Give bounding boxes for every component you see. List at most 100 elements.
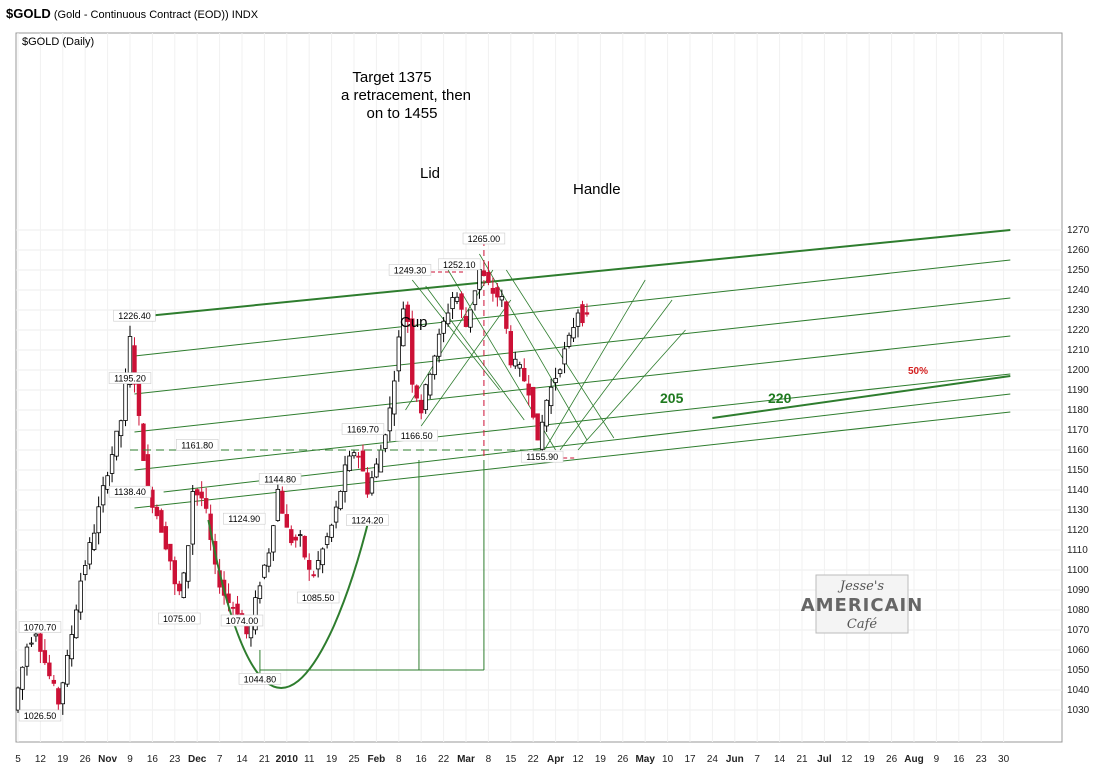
candle-body [315, 560, 321, 570]
key-points: 1026.50 1070.70 1195.20 1226.40 1138.40 1161.… [18, 232, 564, 722]
candle-body [544, 399, 549, 427]
handle-label: Handle [573, 181, 621, 198]
x-tick-label: 9 [127, 754, 133, 765]
candle-body [109, 454, 115, 474]
point-label: 1075.00 [163, 614, 196, 624]
fifty-percent: 50% [908, 366, 928, 377]
channel-line [420, 299, 512, 427]
point-label-box [18, 621, 62, 633]
trend-lines [134, 229, 1011, 509]
cup-label: Cup [400, 314, 428, 331]
candle-body [432, 355, 437, 376]
candle-body [186, 545, 191, 582]
point-label: 1124.20 [352, 516, 384, 526]
y-tick-label: 1100 [1067, 565, 1089, 576]
candle-body [535, 413, 540, 441]
candle-body [154, 506, 160, 517]
symbol: $GOLD [6, 6, 51, 21]
x-tick-label: 17 [684, 754, 696, 765]
candle-body [262, 564, 267, 578]
x-tick-label: 22 [528, 754, 540, 765]
candle-body [499, 296, 505, 301]
candle-body [526, 383, 531, 396]
logo: Jesse's AMERICAIN Café [801, 574, 922, 634]
x-tick-label: May [635, 754, 655, 765]
candle-body [132, 345, 137, 385]
candle-body [522, 367, 527, 382]
candle-body [450, 297, 455, 310]
candle-body [271, 525, 276, 553]
point-label: 1026.50 [24, 711, 57, 721]
candle-body [414, 385, 419, 399]
parallel-line [163, 393, 1011, 493]
candle-body [257, 585, 263, 599]
point-label: 1124.90 [228, 514, 260, 524]
lid-label: Lid [420, 165, 440, 182]
candle-body [369, 477, 375, 494]
candle-body [118, 420, 124, 437]
x-tick-label: 14 [236, 754, 248, 765]
candle-body [396, 336, 401, 372]
candle-body [38, 633, 43, 652]
point-label: 1249.30 [394, 265, 427, 275]
candle-body [145, 454, 151, 487]
point-label: 1195.20 [114, 374, 146, 384]
x-tick-label: 30 [998, 754, 1010, 765]
y-tick-label: 1230 [1067, 305, 1090, 316]
y-tick-label: 1130 [1067, 505, 1089, 516]
point-label-box [520, 450, 564, 463]
candle-body [490, 287, 496, 294]
point-label-box [108, 485, 152, 498]
target-note-1: Target 1375 [352, 69, 431, 86]
x-tick-label: 26 [80, 754, 92, 765]
y-tick-label: 1160 [1067, 445, 1089, 456]
candle-body [74, 609, 79, 639]
x-tick-label: Jul [817, 754, 832, 765]
x-tick-label: 26 [617, 754, 629, 765]
point-label-box [341, 423, 385, 435]
candle-body [360, 450, 366, 472]
candle-body [114, 430, 119, 457]
candle-body [181, 572, 186, 598]
y-tick-label: 1260 [1067, 245, 1090, 256]
y-tick-label: 1090 [1067, 585, 1090, 596]
x-tick-label: 21 [259, 754, 271, 765]
point-label-box [18, 709, 62, 722]
y-tick-label: 1150 [1067, 465, 1089, 476]
x-tick-label: Aug [904, 754, 923, 765]
candle-body [539, 421, 545, 450]
candle-body [230, 606, 236, 609]
candle-body [235, 603, 240, 615]
candle-body [87, 542, 92, 565]
point-label: 1070.70 [24, 623, 57, 633]
candle-body [172, 560, 177, 585]
point-label: 1226.40 [118, 311, 151, 321]
point-label: 1161.80 [181, 440, 213, 450]
y-tick-label: 1220 [1067, 325, 1090, 336]
candle-body [320, 548, 325, 566]
candle-body [508, 331, 513, 366]
y-axis: 1030 1040 1050 1060 1070 1080 1090 1100 1110 1120… [1067, 225, 1090, 716]
candle-body [383, 434, 388, 449]
candle-body [531, 386, 536, 418]
candle-body [78, 580, 83, 613]
candle-body [47, 662, 52, 677]
x-tick-label: Dec [188, 754, 207, 765]
point-label: 1169.70 [347, 425, 379, 435]
point-label: 1044.80 [244, 674, 277, 684]
candle-body [141, 423, 146, 461]
y-tick-label: 1170 [1067, 425, 1089, 436]
point-label-box [158, 612, 201, 625]
channel-line [505, 269, 615, 439]
y-tick-label: 1040 [1067, 685, 1090, 696]
candle-body [418, 399, 424, 414]
x-tick-label: Feb [368, 754, 386, 765]
exchange: INDX [231, 9, 259, 21]
candle-body [29, 642, 34, 645]
candle-body [163, 526, 169, 550]
candle-body [168, 543, 173, 562]
candle-body [495, 287, 500, 298]
parallel-line [134, 259, 1011, 357]
candle-body [284, 514, 289, 528]
x-tick-label: 16 [953, 754, 965, 765]
